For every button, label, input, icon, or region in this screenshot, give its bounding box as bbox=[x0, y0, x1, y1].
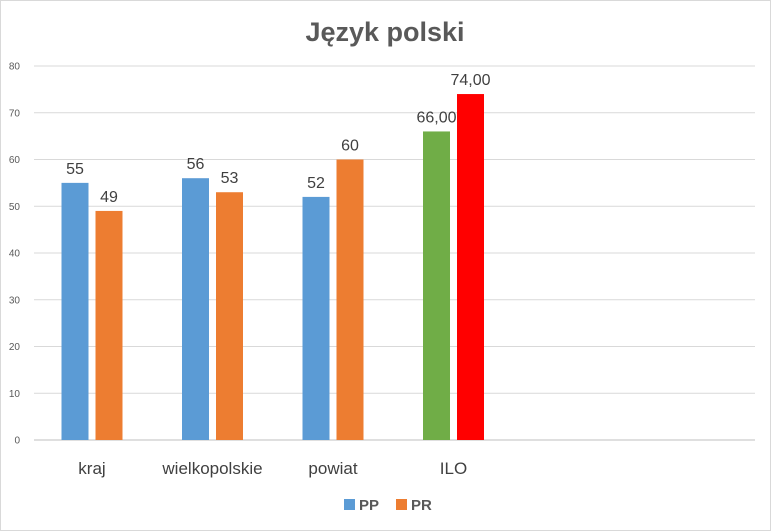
legend-swatch bbox=[396, 499, 407, 510]
legend: PP PR bbox=[344, 497, 432, 514]
bars bbox=[61, 94, 484, 441]
y-tick-label: 60 bbox=[9, 155, 21, 166]
data-label: 74,00 bbox=[450, 72, 490, 89]
bar-pr-3 bbox=[336, 159, 364, 440]
data-label: 49 bbox=[100, 189, 118, 206]
y-tick-label: 30 bbox=[9, 295, 21, 306]
bar-pp-1 bbox=[61, 182, 89, 440]
bar-pr-1 bbox=[95, 210, 123, 440]
legend-swatch bbox=[344, 499, 355, 510]
y-tick-label: 10 bbox=[9, 389, 21, 400]
y-tick-label: 20 bbox=[9, 342, 21, 353]
data-label: 52 bbox=[307, 175, 325, 192]
data-label: 66,00 bbox=[416, 109, 456, 126]
y-axis-ticks: 0 10 20 30 40 50 60 70 80 bbox=[9, 62, 21, 447]
data-label: 60 bbox=[341, 138, 359, 155]
bar-pp-4 bbox=[423, 131, 450, 440]
legend-label: PP bbox=[359, 497, 379, 514]
chart-title: Język polski bbox=[305, 17, 464, 47]
bar-pp-2 bbox=[182, 178, 209, 440]
data-label: 53 bbox=[221, 170, 239, 187]
bar-pr-2 bbox=[216, 192, 243, 440]
bar-pr-4 bbox=[457, 94, 484, 441]
data-label: 55 bbox=[66, 161, 84, 178]
category-label: wielkopolskie bbox=[161, 459, 262, 478]
legend-label: PR bbox=[411, 497, 432, 514]
data-label: 56 bbox=[187, 156, 205, 173]
gridlines bbox=[34, 65, 755, 441]
y-tick-label: 50 bbox=[9, 202, 21, 213]
y-tick-label: 80 bbox=[9, 62, 21, 73]
category-label: kraj bbox=[78, 459, 105, 478]
data-labels: 55 49 56 53 52 60 66,00 74,00 bbox=[66, 72, 491, 206]
category-label: powiat bbox=[308, 459, 357, 478]
x-axis-categories: kraj wielkopolskie powiat ILO bbox=[78, 459, 467, 478]
bar-pp-3 bbox=[302, 196, 330, 440]
y-tick-label: 40 bbox=[9, 249, 21, 260]
category-label: ILO bbox=[440, 459, 467, 478]
y-tick-label: 0 bbox=[14, 436, 20, 447]
y-tick-label: 70 bbox=[9, 108, 21, 119]
